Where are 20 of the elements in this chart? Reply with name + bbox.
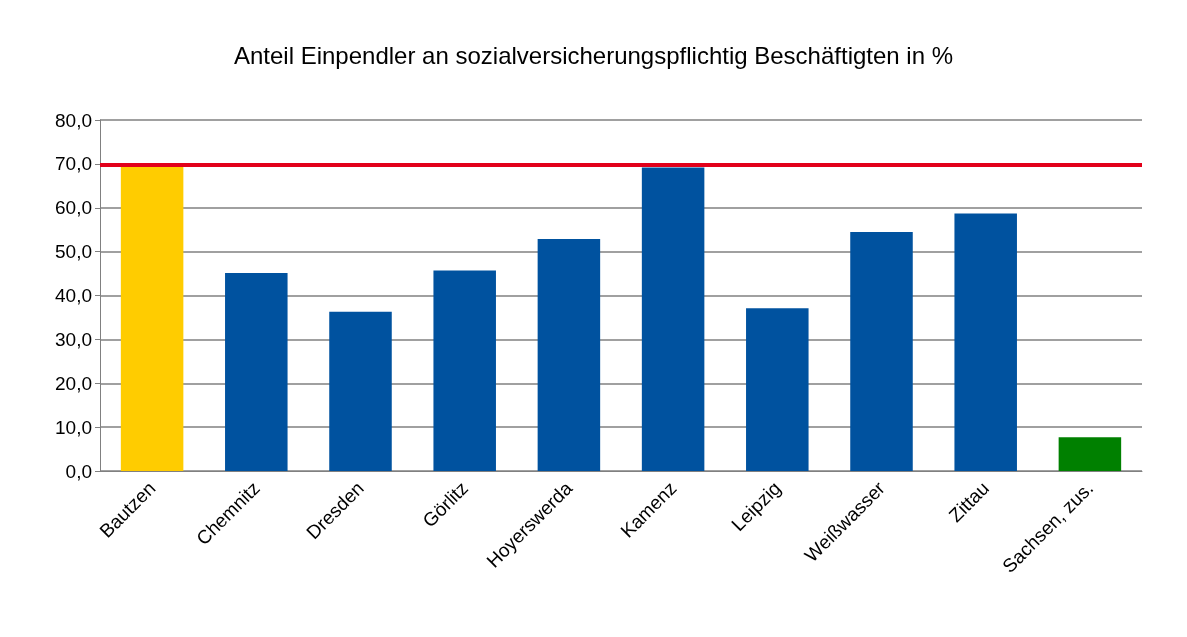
y-tick-label: 20,0 — [55, 372, 92, 394]
bar — [1058, 437, 1122, 471]
bar — [641, 167, 705, 471]
bar — [746, 308, 809, 471]
bar — [329, 311, 392, 471]
bar — [225, 273, 288, 471]
y-tick-label: 70,0 — [55, 153, 92, 175]
bar — [850, 231, 913, 471]
bar — [120, 165, 184, 471]
y-tick-label: 30,0 — [55, 328, 92, 350]
bar — [954, 213, 1017, 471]
y-tick-label: 50,0 — [55, 241, 92, 263]
bar — [537, 238, 601, 471]
y-tick-label: 0,0 — [65, 460, 92, 482]
y-tick-label: 60,0 — [55, 197, 92, 219]
chart-title: Anteil Einpendler an sozialversicherungspflichtig Beschäftigten in % — [233, 41, 954, 69]
y-tick-label: 80,0 — [55, 109, 92, 131]
bar — [433, 270, 496, 471]
y-tick-label: 10,0 — [55, 416, 92, 438]
y-tick-label: 40,0 — [55, 285, 92, 306]
